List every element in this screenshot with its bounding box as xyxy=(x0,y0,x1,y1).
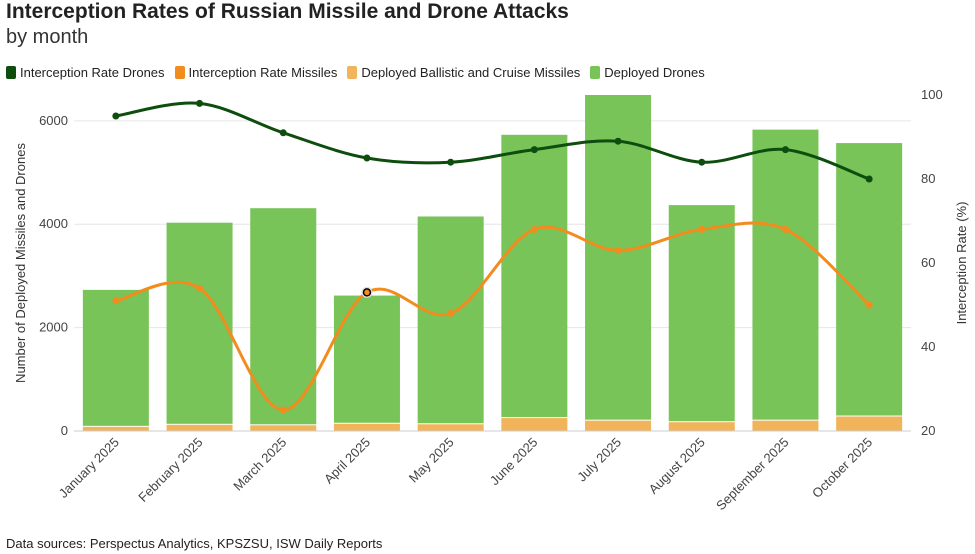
chart-subtitle: by month xyxy=(6,26,89,48)
bar-drones xyxy=(333,295,400,423)
legend-swatch-missile-rate xyxy=(174,66,185,79)
x-tick-label: August 2025 xyxy=(646,435,708,497)
point-drone-rate xyxy=(530,146,538,154)
y-tick-label: 6000 xyxy=(39,113,68,128)
bar-drones xyxy=(752,129,819,420)
x-tick-label: January 2025 xyxy=(56,435,122,501)
bar-ballistic xyxy=(585,420,652,431)
legend-swatch-ballistic xyxy=(347,66,358,79)
point-missile-rate xyxy=(865,301,873,309)
legend-label-drones: Deployed Drones xyxy=(604,65,705,80)
y-tick-label: 0 xyxy=(61,423,68,438)
legend-item-drone-rate[interactable]: Interception Rate Drones xyxy=(6,65,165,80)
y2-tick-label: 80 xyxy=(921,171,935,186)
y-tick-label: 2000 xyxy=(39,320,68,335)
point-drone-rate xyxy=(614,137,622,145)
bar-drones xyxy=(668,205,735,422)
point-missile-rate xyxy=(112,297,120,305)
bar-ballistic xyxy=(668,422,735,431)
chart-legend: Interception Rate Drones Interception Ra… xyxy=(6,65,715,80)
line-missile-rate xyxy=(115,221,871,412)
legend-item-drones[interactable]: Deployed Drones xyxy=(590,65,705,80)
bar-drones xyxy=(417,216,484,424)
y-tick-label: 4000 xyxy=(39,216,68,231)
point-drone-rate xyxy=(447,158,455,166)
legend-label-missile-rate: Interception Rate Missiles xyxy=(188,65,338,80)
x-tick-label: July 2025 xyxy=(574,435,624,485)
bar-ballistic xyxy=(836,416,903,431)
x-tick-label: May 2025 xyxy=(406,435,457,486)
data-source-note: Data sources: Perspectus Analytics, KPSZ… xyxy=(6,536,383,551)
point-drone-rate xyxy=(698,158,706,166)
y2-tick-label: 40 xyxy=(921,339,935,354)
point-drone-rate xyxy=(363,154,371,162)
point-missile-rate xyxy=(196,284,204,292)
point-missile-rate xyxy=(447,309,455,317)
bar-drones xyxy=(250,208,317,425)
y2-tick-label: 60 xyxy=(921,255,935,270)
legend-label-ballistic: Deployed Ballistic and Cruise Missiles xyxy=(361,65,581,80)
bar-ballistic xyxy=(752,420,819,431)
point-missile-rate xyxy=(614,246,622,254)
x-tick-label: June 2025 xyxy=(487,435,541,489)
bar-ballistic xyxy=(501,418,568,431)
point-missile-rate xyxy=(362,288,372,297)
point-missile-rate xyxy=(698,225,706,233)
x-tick-label: February 2025 xyxy=(135,435,205,505)
bar-ballistic xyxy=(82,426,149,431)
bar-ballistic xyxy=(417,424,484,431)
legend-swatch-drones xyxy=(590,66,601,79)
legend-swatch-drone-rate xyxy=(6,66,16,79)
point-missile-rate xyxy=(279,406,287,414)
legend-label-drone-rate: Interception Rate Drones xyxy=(20,65,165,80)
bar-ballistic xyxy=(166,424,233,431)
bar-drones xyxy=(82,289,149,426)
legend-item-missile-rate[interactable]: Interception Rate Missiles xyxy=(174,65,338,80)
bar-drones xyxy=(501,134,568,418)
y2-tick-label: 20 xyxy=(921,423,935,438)
point-missile-rate xyxy=(781,225,789,233)
y2-axis-title: Interception Rate (%) xyxy=(954,202,969,325)
y-axis-title: Number of Deployed Missiles and Drones xyxy=(13,143,28,383)
x-tick-label: March 2025 xyxy=(230,435,289,494)
point-drone-rate xyxy=(112,112,120,120)
legend-item-ballistic[interactable]: Deployed Ballistic and Cruise Missiles xyxy=(347,65,580,80)
point-drone-rate xyxy=(865,175,873,183)
point-drone-rate xyxy=(279,129,287,137)
x-tick-label: September 2025 xyxy=(713,435,792,514)
bar-ballistic xyxy=(250,425,317,431)
x-tick-label: April 2025 xyxy=(321,435,373,487)
line-drone-rate xyxy=(115,101,870,181)
y2-tick-label: 100 xyxy=(921,87,943,102)
bar-drones xyxy=(585,95,652,420)
bar-drones xyxy=(166,222,233,424)
x-tick-label: October 2025 xyxy=(809,435,875,501)
point-missile-rate xyxy=(530,225,538,233)
chart-title: Interception Rates of Russian Missile an… xyxy=(6,0,569,23)
point-drone-rate xyxy=(196,99,204,107)
point-drone-rate xyxy=(781,146,789,154)
bar-drones xyxy=(836,143,903,416)
bar-ballistic xyxy=(333,423,400,431)
